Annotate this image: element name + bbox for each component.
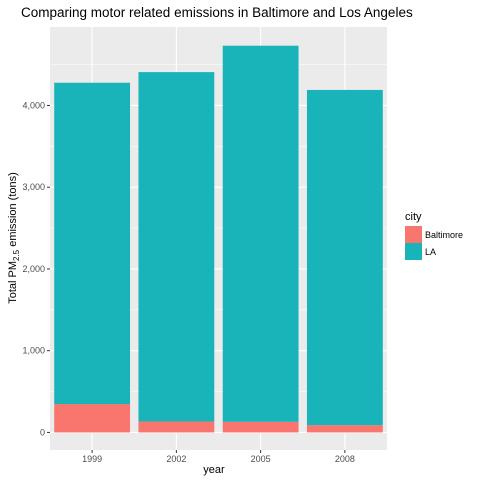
x-tick-label: 2008 [335, 454, 355, 464]
y-tick-label: 4,000 [22, 100, 45, 110]
bars-group [54, 45, 383, 433]
bar-baltimore [54, 404, 131, 433]
y-tick-label: 0 [40, 427, 45, 437]
x-axis-title: year [203, 464, 225, 476]
legend-key-la [405, 243, 422, 260]
chart-title: Comparing motor related emissions in Bal… [21, 5, 413, 20]
bar-la [222, 45, 299, 422]
legend-label: Baltimore [425, 230, 463, 240]
y-axis: 0 1,000 2,000 3,000 4,000 [22, 100, 50, 437]
bar-la [54, 82, 131, 405]
y-tick-label: 1,000 [22, 346, 45, 356]
legend-label: LA [425, 247, 436, 257]
y-tick-label: 3,000 [22, 182, 45, 192]
y-axis-title-subscript: 2.5 [12, 249, 21, 261]
bar-baltimore [222, 421, 299, 433]
y-axis-title-prefix: Total PM [7, 261, 19, 304]
bar-baltimore [306, 425, 383, 433]
legend: city Baltimore LA [405, 211, 463, 260]
bar-la [306, 89, 383, 426]
x-tick-label: 2002 [166, 454, 186, 464]
bar-la [138, 72, 215, 422]
x-axis: 1999 2002 2005 2008 [82, 450, 355, 464]
bar-baltimore [138, 421, 215, 433]
y-axis-title-suffix: emission (tons) [7, 172, 19, 250]
legend-key-baltimore [405, 226, 422, 243]
y-axis-title: Total PM2.5 emission (tons) [7, 172, 21, 304]
legend-title: city [405, 211, 422, 223]
y-tick-label: 2,000 [22, 264, 45, 274]
x-tick-label: 1999 [82, 454, 102, 464]
x-tick-label: 2005 [251, 454, 271, 464]
